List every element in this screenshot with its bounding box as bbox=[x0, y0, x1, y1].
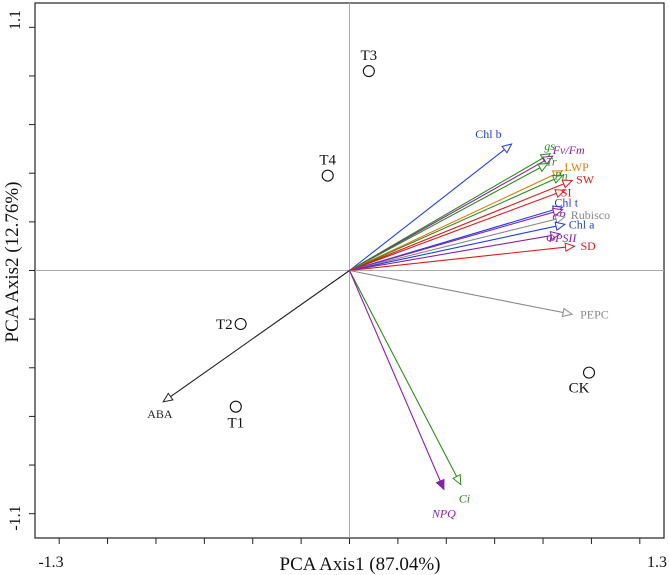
vector-label-aba: ABA bbox=[147, 407, 173, 421]
vector-label-pepc: PEPC bbox=[580, 307, 609, 321]
vector-pepc bbox=[349, 269, 573, 315]
vector-label-pn: Pn bbox=[553, 169, 567, 183]
vector-label-sd: SD bbox=[580, 239, 596, 253]
vector-label-lwp: LWP bbox=[564, 160, 589, 174]
site-point-ck bbox=[582, 366, 596, 379]
vector-label-gs: gs bbox=[544, 139, 555, 153]
vector-arrowhead-chl-a bbox=[554, 221, 567, 231]
vector-lwp bbox=[349, 170, 563, 271]
vector-chl-b bbox=[349, 143, 512, 271]
site-label-t2: T2 bbox=[216, 317, 233, 333]
vector-ci bbox=[349, 270, 462, 485]
site-point-t3 bbox=[362, 65, 375, 78]
vector-arrowhead-pn bbox=[551, 175, 564, 184]
vector-arrowhead-aba bbox=[162, 392, 174, 403]
vector-arrowhead-si bbox=[554, 189, 566, 199]
vector-chl-a bbox=[349, 223, 565, 272]
vector-gs bbox=[349, 153, 551, 271]
vector-label-si: SI bbox=[561, 185, 572, 199]
vector-arrowhead-lwp bbox=[551, 170, 564, 180]
vector-arrowhead-sw bbox=[561, 179, 574, 189]
vector-sd bbox=[349, 245, 575, 272]
site-point-t1 bbox=[229, 400, 242, 413]
vector-fv-fm bbox=[349, 155, 553, 271]
vector-npq bbox=[348, 270, 445, 490]
site-point-t4 bbox=[321, 169, 334, 182]
vector-sw bbox=[349, 180, 573, 272]
vector-arrowhead-chl-b bbox=[501, 143, 513, 154]
vector-label-chl-t: Chl t bbox=[554, 195, 578, 209]
vector-arrowhead-pepc bbox=[561, 307, 574, 318]
vector-arrowhead-rubisco bbox=[554, 214, 567, 224]
vector-arrowhead-fv-fm bbox=[542, 155, 554, 166]
vector-label-ci: Ci bbox=[459, 492, 470, 506]
vector-si bbox=[349, 189, 566, 272]
vector-pn bbox=[349, 175, 563, 272]
vector-tr bbox=[349, 163, 549, 271]
vector-label-psii: ΦPSII bbox=[546, 231, 577, 245]
x-tick-label-max: 1.3 bbox=[647, 554, 667, 571]
vector-label-chl-a: Chl a bbox=[569, 217, 595, 231]
vector-label-fv-fm: Fv/Fm bbox=[552, 143, 585, 157]
site-label-t3: T3 bbox=[361, 48, 378, 64]
vector-label-npq: NPQ bbox=[431, 506, 456, 520]
site-point-t2 bbox=[234, 317, 247, 331]
vector-label-sw: SW bbox=[576, 173, 595, 187]
vector-qp bbox=[349, 209, 563, 272]
site-points: T3 T4 T2 T1 CK bbox=[216, 48, 596, 432]
vector-arrowhead-psii bbox=[549, 230, 562, 241]
site-label-ck: CK bbox=[569, 381, 590, 397]
vector-label-rubisco: Rubisco bbox=[571, 208, 610, 222]
vector-psii bbox=[349, 233, 561, 272]
vector-aba bbox=[162, 270, 350, 403]
vector-arrowhead-tr bbox=[537, 162, 549, 173]
vector-arrowhead-npq bbox=[435, 478, 445, 491]
axis-ticks bbox=[29, 26, 641, 544]
y-tick-label-min: -1.1 bbox=[7, 505, 24, 530]
site-label-t4: T4 bbox=[319, 153, 336, 169]
vector-arrowhead-ci bbox=[452, 473, 462, 486]
vector-arrowhead-sd bbox=[564, 242, 576, 252]
vector-arrowhead-qp bbox=[551, 207, 564, 217]
vector-rubisco bbox=[349, 216, 565, 272]
x-tick-label-min: -1.3 bbox=[38, 554, 63, 571]
vector-label-tr: Tr bbox=[546, 155, 557, 169]
x-axis-title: PCA Axis1 (87.04%) bbox=[280, 554, 441, 575]
site-label-t1: T1 bbox=[227, 416, 244, 432]
vector-label-chl-b: Chl b bbox=[475, 127, 501, 141]
y-axis-title: PCA Axis2 (12.76%) bbox=[2, 182, 23, 343]
y-tick-label-max: 1.1 bbox=[7, 10, 24, 30]
